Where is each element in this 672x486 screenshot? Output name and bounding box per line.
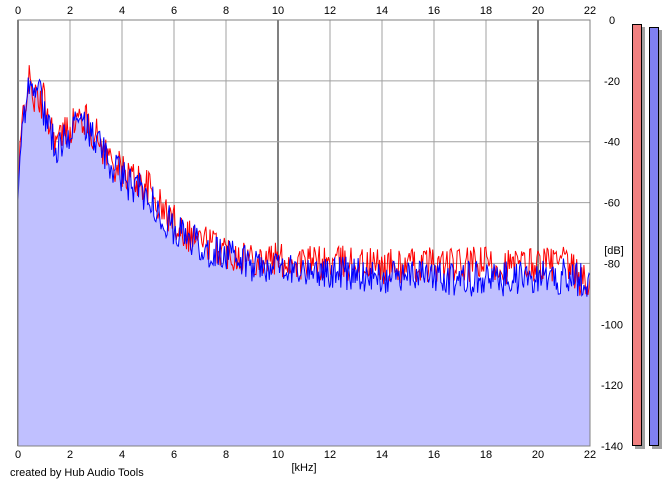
x-tick-label: 18 [480, 449, 492, 461]
y-tick-label: -20 [604, 76, 620, 88]
x-tick-label: 12 [324, 5, 336, 17]
y-tick-label: -80 [604, 258, 620, 270]
x-tick-label: 2 [67, 449, 73, 461]
x-tick-label: 10 [272, 449, 284, 461]
x-tick-label: 10 [272, 5, 284, 17]
y-tick-labels: 0 -20 -40 -60 -80 -100 -120 -140 [601, 15, 623, 453]
x-tick-label: 14 [376, 5, 388, 17]
x-tick-label: 12 [324, 449, 336, 461]
y-tick-label: 0 [609, 15, 615, 27]
x-tick-label: 0 [15, 449, 21, 461]
x-tick-label: 8 [223, 5, 229, 17]
x-tick-label: 0 [15, 5, 21, 17]
x-tick-label: 16 [428, 5, 440, 17]
y-tick-label: -60 [604, 198, 620, 210]
x-tick-label: 2 [67, 5, 73, 17]
x-tick-label: 18 [480, 5, 492, 17]
x-tick-label: 22 [584, 5, 596, 17]
spectrum-fill-area [18, 77, 590, 446]
y-tick-label: -140 [601, 441, 623, 453]
y-tick-label: -100 [601, 319, 623, 331]
series-red-line [17, 65, 591, 296]
x-tick-label: 20 [532, 449, 544, 461]
x-tick-label: 6 [171, 5, 177, 17]
level-meter-left [632, 24, 642, 446]
plot-frame [17, 19, 591, 447]
x-tick-label: 22 [584, 449, 596, 461]
series-blue-line [17, 77, 591, 297]
y-tick-label: -120 [601, 380, 623, 392]
x-tick-label: 20 [532, 5, 544, 17]
y-tick-label: -40 [604, 137, 620, 149]
x-tick-label: 4 [119, 5, 125, 17]
x-tick-label: 8 [223, 449, 229, 461]
x-tick-label: 6 [171, 449, 177, 461]
x-tick-label: 14 [376, 449, 388, 461]
x-axis-label: [kHz] [291, 462, 316, 474]
x-tick-label: 4 [119, 449, 125, 461]
level-meter-right [649, 27, 659, 446]
credit-text: created by Hub Audio Tools [10, 467, 144, 479]
y-axis-label: [dB] [604, 245, 624, 257]
x-tick-label: 16 [428, 449, 440, 461]
